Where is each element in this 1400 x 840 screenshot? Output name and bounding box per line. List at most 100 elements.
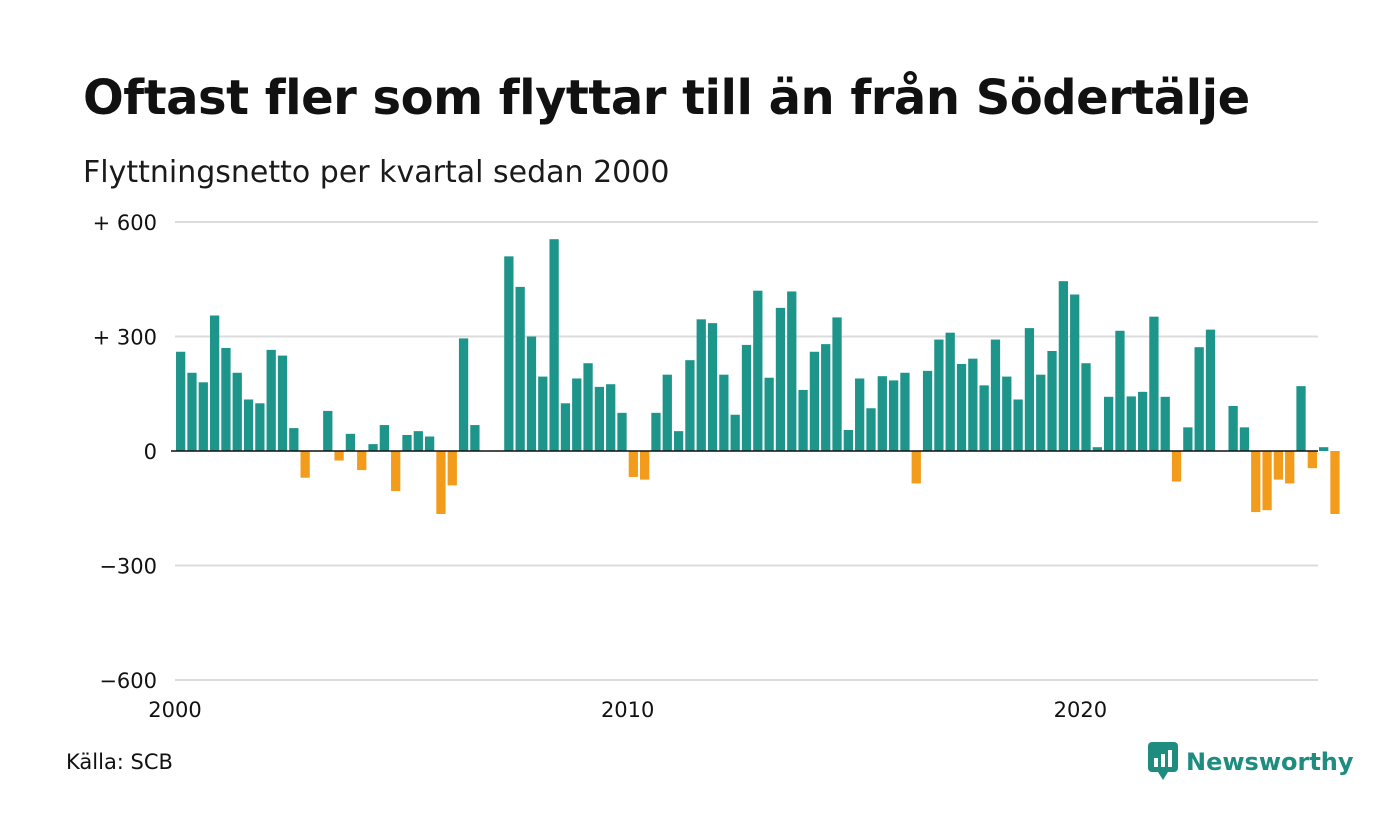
bar [753, 290, 763, 451]
x-axis-labels: 2000 2010 2020 [148, 698, 1107, 722]
bar [628, 451, 638, 477]
bars [176, 239, 1340, 514]
bar [640, 451, 650, 480]
bar [1002, 376, 1012, 451]
bar [934, 339, 944, 451]
bar [345, 433, 356, 451]
bar [277, 355, 288, 451]
bar [187, 372, 197, 451]
bar [673, 431, 684, 451]
bar [855, 378, 865, 451]
bar [572, 378, 582, 451]
bar [764, 377, 774, 451]
bar [1160, 396, 1170, 451]
bar [1239, 427, 1250, 451]
bar [504, 256, 514, 451]
y-tick-label: 0 [144, 440, 157, 464]
bar [685, 360, 695, 451]
bar [1081, 363, 1091, 451]
bar [911, 451, 921, 484]
source-note: Källa: SCB [66, 750, 173, 774]
bar [1137, 391, 1148, 451]
bar [990, 339, 1001, 451]
brand-logo[interactable]: Newsworthy [1148, 742, 1354, 782]
bar [515, 286, 525, 451]
bar [1115, 330, 1125, 451]
bar [1126, 396, 1136, 451]
bar [458, 338, 469, 451]
bar [255, 403, 265, 451]
x-tick-label: 2020 [1054, 698, 1107, 722]
y-axis-labels: + 600 + 300 0 −300 −600 [93, 211, 157, 693]
bar [176, 351, 186, 451]
bar [843, 430, 853, 451]
bar [323, 410, 333, 451]
bar [232, 372, 242, 451]
bar [447, 451, 457, 486]
bar [243, 399, 254, 451]
y-tick-label: + 300 [93, 326, 157, 350]
bar [1262, 451, 1272, 511]
bar [470, 425, 480, 451]
bar [594, 386, 605, 451]
bar [1070, 294, 1080, 451]
bar [1183, 427, 1193, 451]
chart-title: Oftast fler som flyttar till än från Söd… [83, 70, 1250, 126]
bar [719, 374, 729, 451]
bar [1307, 451, 1317, 469]
brand-name: Newsworthy [1186, 748, 1354, 776]
bar [1285, 451, 1295, 484]
bar [979, 385, 989, 451]
bar [922, 370, 933, 451]
bar [289, 428, 299, 451]
bar [651, 412, 661, 451]
bar [526, 336, 537, 451]
chart-subtitle: Flyttningsnetto per kvartal sedan 2000 [83, 155, 670, 190]
bar [1228, 405, 1238, 451]
bar [1013, 399, 1023, 451]
y-tick-label: −600 [99, 669, 157, 693]
bar [402, 434, 412, 451]
bar [1273, 451, 1284, 480]
bar [798, 389, 808, 451]
bar [1024, 328, 1035, 451]
bar [1205, 329, 1216, 451]
bar [1104, 396, 1114, 451]
bar [809, 351, 820, 451]
bar [209, 315, 220, 451]
bar [1319, 447, 1329, 451]
bar [198, 382, 208, 451]
bar [266, 349, 276, 451]
bar [549, 239, 559, 451]
newsworthy-logo-icon [1148, 742, 1178, 780]
x-tick-label: 2010 [601, 698, 654, 722]
bar [787, 291, 797, 451]
bar [1296, 386, 1306, 451]
bar [413, 431, 423, 451]
x-tick-label: 2000 [148, 698, 201, 722]
bar [945, 332, 955, 451]
bar [300, 451, 310, 478]
bar [560, 403, 571, 451]
bar [538, 376, 548, 451]
y-tick-label: + 600 [93, 211, 157, 235]
bar [888, 380, 899, 451]
bar [730, 414, 740, 451]
bar [424, 436, 435, 451]
bar [696, 319, 706, 451]
bar [662, 374, 672, 451]
bar [606, 384, 616, 451]
bar [379, 425, 389, 451]
bar [956, 363, 967, 451]
bar [821, 344, 831, 451]
bar [357, 451, 367, 471]
grid-lines [175, 221, 1318, 681]
bar [900, 372, 910, 451]
bar [583, 363, 593, 451]
bar [1330, 451, 1340, 514]
bar [436, 451, 446, 514]
bar [1058, 281, 1069, 451]
bar [741, 344, 752, 451]
bar [391, 451, 401, 492]
bar [832, 317, 842, 451]
